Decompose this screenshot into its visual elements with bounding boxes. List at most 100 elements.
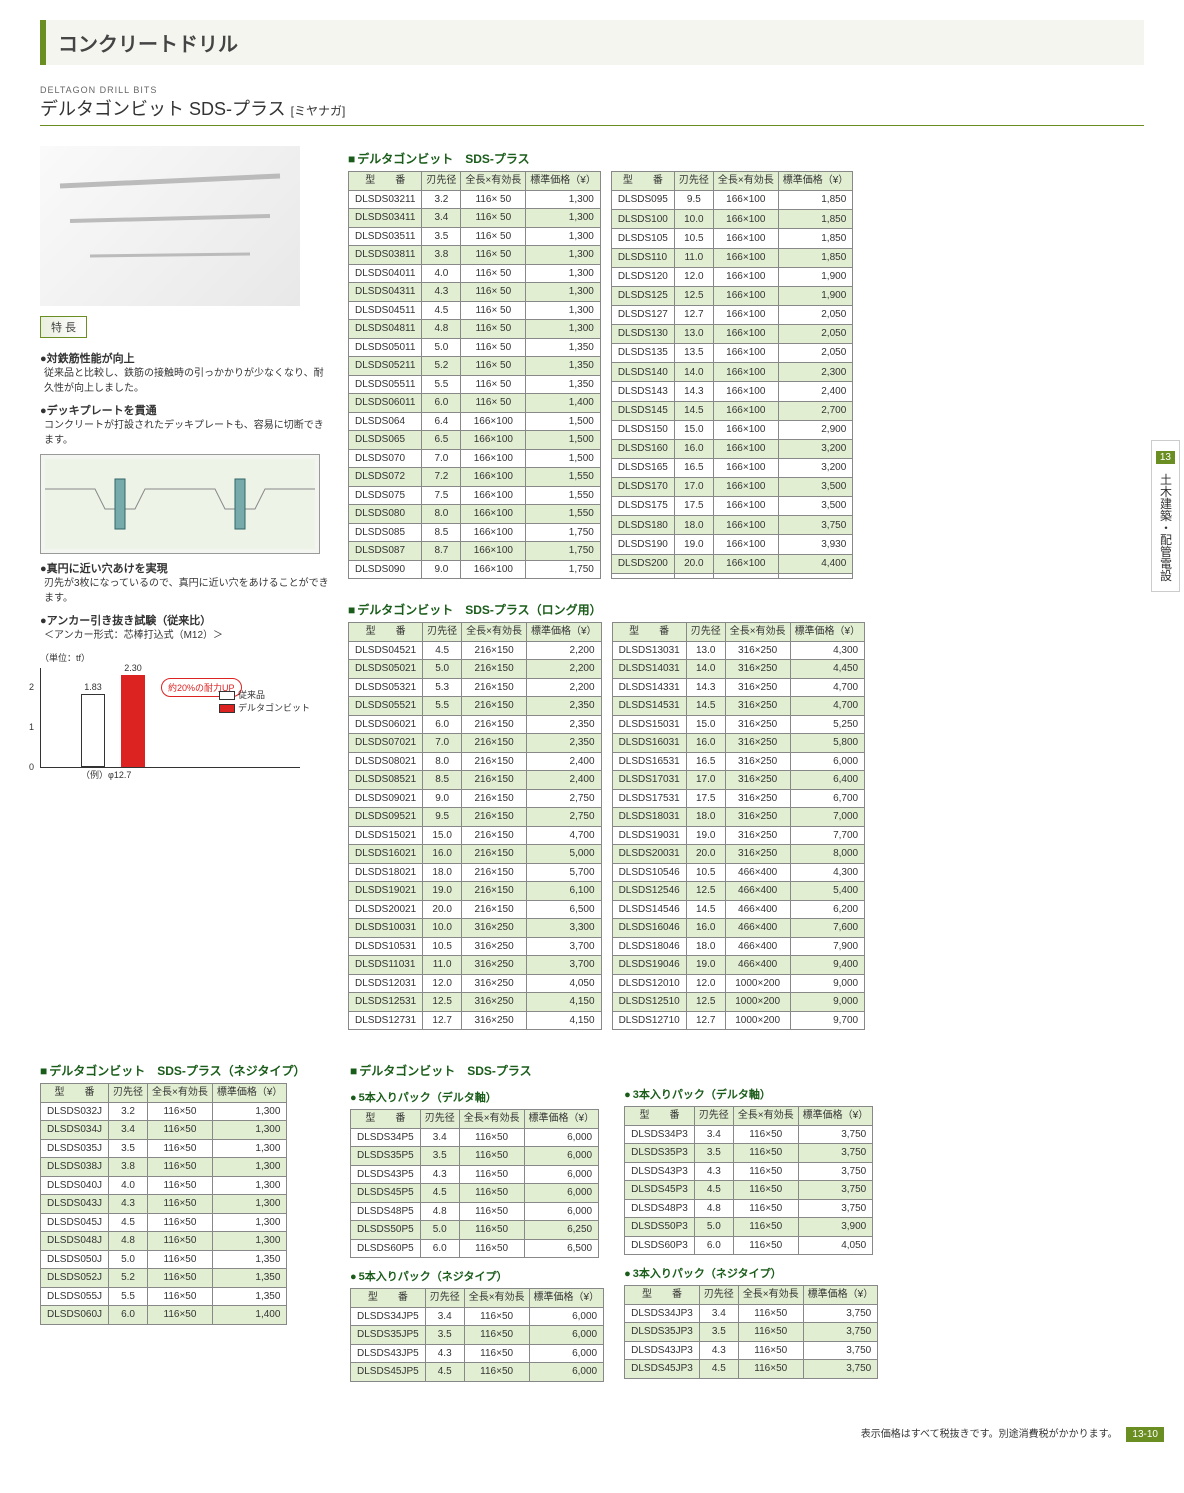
cell-model: DLSDS145 (611, 401, 674, 420)
cell-model: DLSDS12731 (349, 1011, 423, 1030)
cell-dia: 19.0 (686, 826, 725, 845)
table3-title: デルタゴンビット SDS-プラス（ネジタイプ） (40, 1062, 330, 1079)
cell-price: 1,350 (212, 1269, 287, 1288)
table-row: DLSDS35P3 3.5 116×50 3,750 (625, 1144, 873, 1163)
cell-model: DLSDS19031 (612, 826, 686, 845)
cell-len: 316×250 (462, 956, 527, 975)
cell-len: 116×50 (459, 1202, 524, 1221)
cell-dia: 16.0 (674, 439, 713, 458)
cell-len: 116× 50 (461, 209, 526, 228)
cell-len: 116× 50 (461, 301, 526, 320)
table-row: DLSDS34P3 3.4 116×50 3,750 (625, 1125, 873, 1144)
cell-len: 216×150 (462, 715, 527, 734)
cell-len: 216×150 (462, 660, 527, 679)
cell-dia: 14.5 (674, 401, 713, 420)
cell-len: 166×100 (461, 542, 526, 561)
cell-model: DLSDS14331 (612, 678, 686, 697)
cell-model: DLSDS04511 (349, 301, 422, 320)
cell-dia: 17.5 (686, 789, 725, 808)
cell-model: DLSDS50P3 (625, 1218, 695, 1237)
cell-model: DLSDS10546 (612, 863, 686, 882)
cell-dia: 11.0 (423, 956, 462, 975)
cell-price: 3,750 (803, 1304, 878, 1323)
col-model: 型 番 (351, 1110, 421, 1129)
cell-price: 2,200 (527, 678, 602, 697)
cell-model: DLSDS13031 (612, 641, 686, 660)
cell-len: 116× 50 (461, 375, 526, 394)
cell-dia: 4.0 (422, 264, 461, 283)
table-row: DLSDS43JP5 4.3 116×50 6,000 (351, 1344, 604, 1363)
cell-model: DLSDS03411 (349, 209, 422, 228)
cell-model: DLSDS48P3 (625, 1199, 695, 1218)
cell-len: 116×50 (464, 1307, 529, 1326)
cell-price: 2,350 (527, 715, 602, 734)
cell-len: 466×400 (725, 919, 790, 938)
cell-price: 2,050 (778, 344, 853, 363)
cell-len: 116×50 (148, 1306, 213, 1325)
cell-dia: 7.0 (422, 449, 461, 468)
cell-len: 116×50 (148, 1269, 213, 1288)
col-dia: 刃先径 (686, 623, 725, 642)
cell-len: 116×50 (148, 1121, 213, 1140)
cell-price: 2,200 (527, 660, 602, 679)
cell-price: 3,750 (803, 1360, 878, 1379)
table-row: DLSDS12546 12.5 466×400 5,400 (612, 882, 865, 901)
cell-dia: 14.0 (686, 660, 725, 679)
cell-len: 166×100 (713, 535, 778, 554)
cell-model: DLSDS43JP5 (351, 1344, 426, 1363)
cell-price: 1,850 (778, 229, 853, 248)
cell-price: 6,000 (529, 1363, 604, 1382)
cell-dia: 4.5 (694, 1181, 733, 1200)
table-row: DLSDS45P5 4.5 116×50 6,000 (351, 1184, 599, 1203)
cell-price: 1,750 (526, 542, 601, 561)
cell-dia: 4.8 (694, 1199, 733, 1218)
cell-dia: 3.5 (699, 1323, 738, 1342)
cell-model: DLSDS040J (41, 1176, 109, 1195)
cell-len: 216×150 (462, 641, 527, 660)
cell-model: DLSDS09021 (349, 789, 423, 808)
table-row: DLSDS48P5 4.8 116×50 6,000 (351, 1202, 599, 1221)
cell-model: DLSDS34P5 (351, 1128, 421, 1147)
cell-price: 1,300 (526, 246, 601, 265)
cell-dia: 5.0 (109, 1250, 148, 1269)
cell-price: 3,930 (778, 535, 853, 554)
cell-len: 1000×200 (725, 974, 790, 993)
col-len: 全長×有効長 (461, 172, 526, 191)
table-row: DLSDS04811 4.8 116× 50 1,300 (349, 320, 601, 339)
cell-len: 166×100 (713, 554, 778, 573)
cell-dia: 3.4 (109, 1121, 148, 1140)
bar2-value: 2.30 (118, 663, 148, 673)
table-row: DLSDS064 6.4 166×100 1,500 (349, 412, 601, 431)
cell-len: 166×100 (713, 382, 778, 401)
cell-price: 1,300 (526, 301, 601, 320)
cell-dia: 16.0 (686, 919, 725, 938)
cell-model: DLSDS18021 (349, 863, 423, 882)
cell-len: 316×250 (725, 641, 790, 660)
col-len: 全長×有効長 (713, 172, 778, 191)
cell-len: 1000×200 (725, 1011, 790, 1030)
cell-dia: 13.0 (674, 325, 713, 344)
cell-dia: 12.0 (686, 974, 725, 993)
cell-dia: 7.2 (422, 468, 461, 487)
table-row: DLSDS10531 10.5 316×250 3,700 (349, 937, 602, 956)
cell-model: DLSDS12510 (612, 993, 686, 1012)
table-row: DLSDS16031 16.0 316×250 5,800 (612, 734, 865, 753)
cell-model: DLSDS34JP5 (351, 1307, 426, 1326)
cell-model: DLSDS14031 (612, 660, 686, 679)
cell-dia: 3.5 (109, 1139, 148, 1158)
table-row: DLSDS075 7.5 166×100 1,550 (349, 486, 601, 505)
table-row: DLSDS034J 3.4 116×50 1,300 (41, 1121, 287, 1140)
cell-price: 2,400 (778, 382, 853, 401)
cell-model: DLSDS043J (41, 1195, 109, 1214)
cell-len: 216×150 (462, 734, 527, 753)
bar-deltagon (121, 675, 145, 767)
cell-price: 4,050 (527, 974, 602, 993)
table-row: DLSDS50P3 5.0 116×50 3,900 (625, 1218, 873, 1237)
table-row: DLSDS09521 9.5 216×150 2,750 (349, 808, 602, 827)
cell-model: DLSDS105 (611, 229, 674, 248)
cell-price: 3,750 (798, 1162, 873, 1181)
feat4-sub: ＜アンカー形式：芯棒打込式（M12）＞ (40, 628, 330, 643)
cell-price: 1,550 (526, 468, 601, 487)
cell-len: 116×50 (464, 1363, 529, 1382)
cell-price: 1,350 (526, 375, 601, 394)
